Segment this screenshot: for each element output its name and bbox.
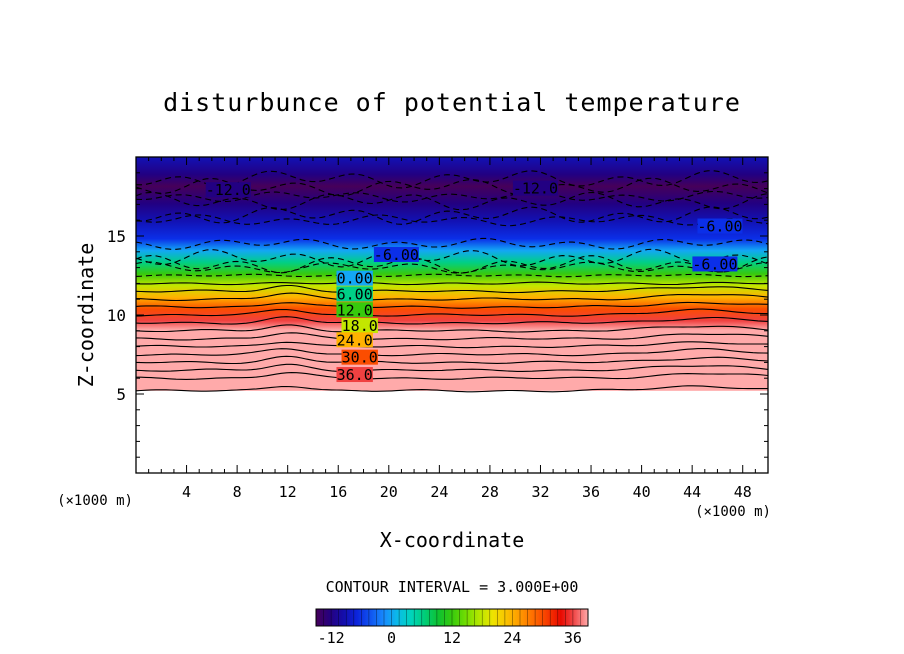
colorbar-tick-label: 24 [503, 629, 521, 647]
contour-label-bg [336, 367, 373, 383]
contour-line [136, 190, 768, 203]
x-axis-label: X-coordinate [380, 528, 525, 552]
x-tick-label: 20 [380, 483, 398, 501]
contour-line [136, 281, 768, 286]
contour-line [136, 324, 768, 333]
x-tick-label: 48 [734, 483, 752, 501]
contour-line [136, 261, 768, 274]
contour-line [136, 385, 768, 393]
y-tick-label: 15 [107, 227, 126, 246]
contour-lines [136, 170, 768, 393]
contour-line [136, 237, 768, 250]
y-axis-label: Z-coordinate [74, 243, 98, 388]
x-tick-label: 24 [430, 483, 448, 501]
contour-label-bg [336, 302, 373, 318]
x-tick-label: 12 [279, 483, 297, 501]
contour-line [136, 341, 768, 349]
colorbar: -12 0 12 24 36 [315, 608, 589, 647]
x-tick-label: 4 [182, 483, 191, 501]
contour-label: 36.0 [337, 366, 373, 384]
contour-label-bg [205, 182, 251, 198]
x-tick-label: 32 [531, 483, 549, 501]
contour-label: 30.0 [342, 349, 378, 367]
y-tick-label: 5 [116, 385, 126, 404]
x-tick-label: 40 [633, 483, 651, 501]
x-tick-label: 8 [233, 483, 242, 501]
contour-label: -12.0 [206, 181, 251, 199]
contour-label: 6.00 [337, 285, 373, 303]
contour-line [136, 363, 768, 372]
contour-label-bg [341, 318, 378, 334]
contour-label-bg [336, 332, 373, 348]
contour-line [136, 214, 768, 227]
x-tick-label: 28 [481, 483, 499, 501]
contour-line [136, 347, 768, 357]
contour-line [136, 355, 768, 365]
contour-label-bg [692, 256, 738, 272]
contour-line [136, 316, 768, 325]
contour-line [136, 292, 768, 302]
contour-label-bg [341, 349, 378, 365]
colorbar-tick-label: 0 [387, 629, 396, 647]
contour-interval-label: CONTOUR INTERVAL = 3.000E+00 [326, 578, 579, 596]
colorbar-frame [315, 608, 589, 627]
contour-line [136, 248, 768, 268]
contour-label: -6.00 [374, 246, 419, 264]
x-unit-left: (×1000 m) [57, 493, 133, 509]
contour-line [136, 332, 768, 341]
y-tick-label: 10 [107, 306, 126, 325]
x-unit-right: (×1000 m) [695, 504, 771, 520]
contour-label: -6.00 [697, 218, 742, 236]
contour-label: 24.0 [337, 331, 373, 349]
contour-label-bg [336, 270, 373, 286]
contour-label: 12.0 [337, 301, 373, 319]
contour-label: 0.00 [337, 270, 373, 288]
contour-line [136, 273, 768, 278]
contour-line [136, 284, 768, 294]
contour-label: -12.0 [513, 180, 558, 198]
contour-line [136, 301, 768, 309]
chart-title: disturbunce of potential temperature [163, 88, 741, 117]
contour-label-bg [373, 246, 419, 262]
contour-label-bg [336, 286, 373, 302]
colorbar-tick-label: -12 [318, 629, 345, 647]
contour-line [136, 308, 768, 317]
colorbar-tick-label: 36 [564, 629, 582, 647]
contour-label-bg [697, 218, 743, 234]
x-tick-label: 36 [582, 483, 600, 501]
x-tick-label: 44 [683, 483, 701, 501]
x-tick-label: 16 [329, 483, 347, 501]
contour-line [136, 372, 768, 380]
contour-labels: -12.0 -12.0-6.00-6.00-6.000.006.0012.018.… [206, 180, 743, 384]
contour-label: -6.00 [692, 255, 737, 273]
contour-label: 18.0 [342, 317, 378, 335]
contour-label-bg [512, 180, 558, 196]
colorbar-tick-label: 12 [443, 629, 461, 647]
